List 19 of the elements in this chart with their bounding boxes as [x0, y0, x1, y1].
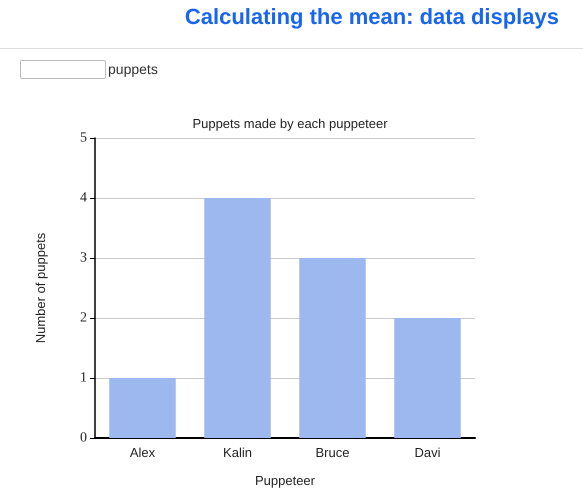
x-tick-label: Kalin: [223, 445, 252, 460]
text: Calculating the mean: data displays: [184, 4, 559, 30]
y-axis-title: Number of puppets: [33, 232, 48, 344]
bar: [109, 378, 176, 438]
bar: [204, 198, 271, 438]
x-tick-label: Alex: [130, 445, 156, 460]
x-tick-label: Bruce: [316, 445, 350, 460]
y-tick-label: 4: [80, 190, 87, 206]
x-axis-title: Puppeteer: [255, 473, 316, 488]
text: puppets: [108, 61, 158, 77]
bar: [394, 318, 461, 438]
x-tick-label: Davi: [414, 445, 441, 460]
y-tick-label: 3: [80, 250, 87, 266]
y-tick-label: 1: [80, 370, 87, 386]
y-tick-label: 5: [80, 130, 87, 146]
y-tick-label: 2: [80, 310, 87, 326]
chart-title: Puppets made by each puppeteer: [192, 116, 388, 131]
bar: [299, 258, 366, 438]
y-tick-label: 0: [80, 430, 87, 446]
